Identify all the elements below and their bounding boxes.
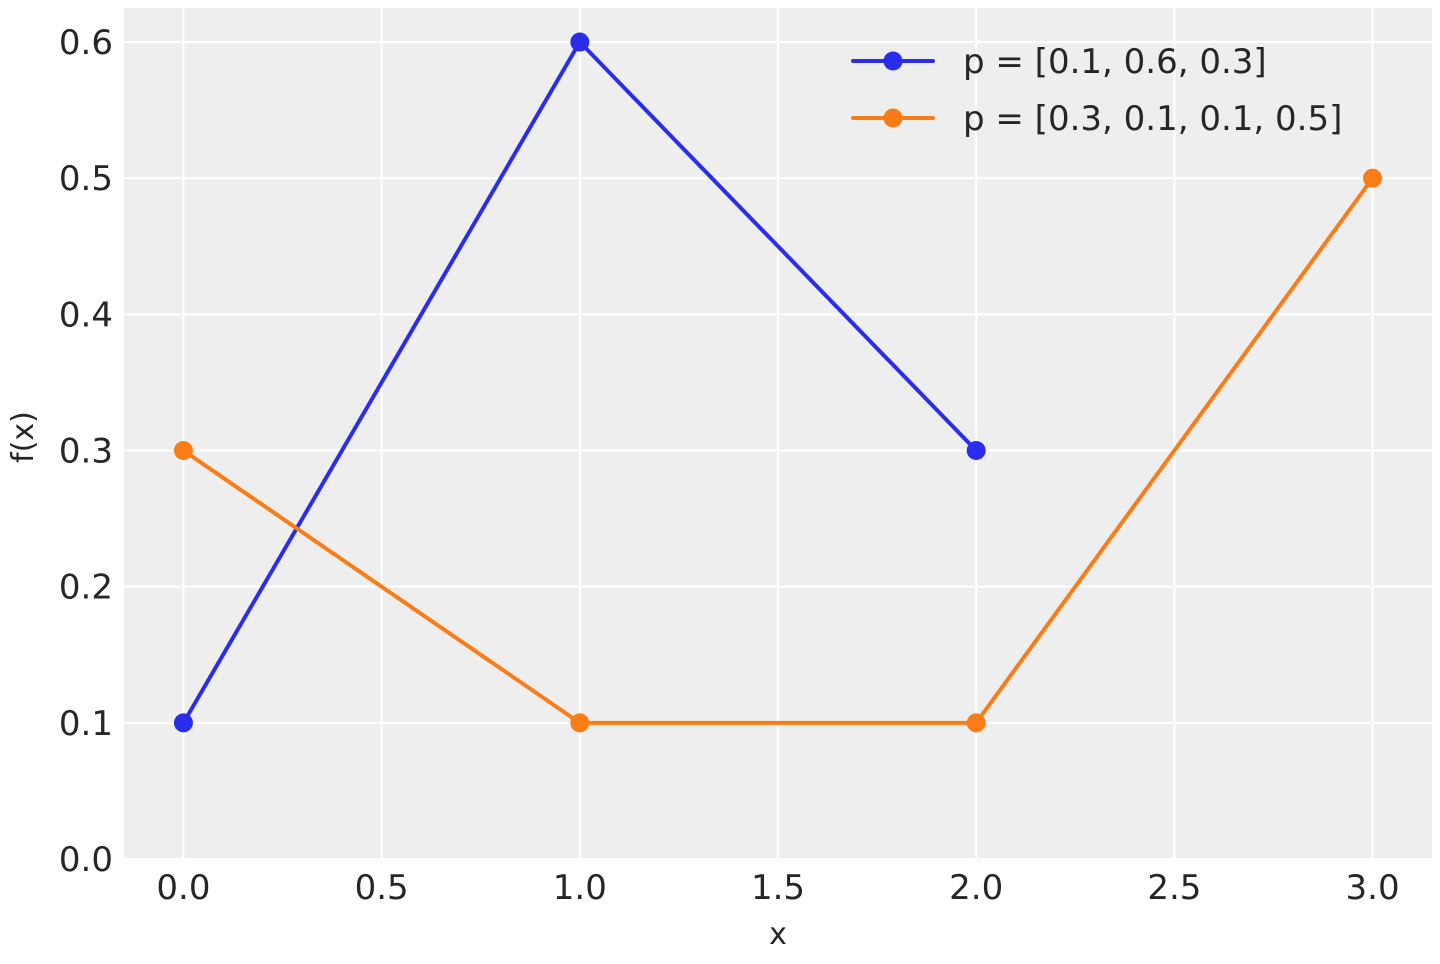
data-point [570, 32, 590, 52]
x-tick-labels: 0.0 0.5 1.0 1.5 2.0 2.5 3.0 [156, 868, 1399, 908]
data-point [966, 441, 986, 461]
y-tick-label: 0.1 [59, 704, 113, 744]
y-axis-label: f(x) [6, 411, 41, 463]
series-1 [173, 32, 986, 733]
x-axis-label: x [769, 917, 787, 952]
x-tick-label: 3.0 [1346, 868, 1400, 908]
data-point [966, 713, 986, 733]
x-tick-label: 0.0 [156, 868, 210, 908]
grid [124, 8, 1432, 860]
y-tick-label: 0.4 [59, 295, 113, 335]
series-line [182, 177, 1375, 725]
data-point [1363, 168, 1383, 188]
y-tick-labels: 0.0 0.1 0.2 0.3 0.4 0.5 0.6 [59, 23, 113, 880]
legend-item: p = [0.3, 0.1, 0.1, 0.5] [851, 99, 1342, 139]
x-tick-label: 0.5 [355, 868, 409, 908]
y-tick-label: 0.3 [59, 432, 113, 472]
data-point [570, 713, 590, 733]
data-point [173, 441, 193, 461]
x-tick-label: 1.5 [751, 868, 805, 908]
legend-marker [883, 51, 903, 71]
legend-marker [883, 108, 903, 128]
legend: p = [0.1, 0.6, 0.3] p = [0.3, 0.1, 0.1, 0… [851, 42, 1342, 139]
x-tick-label: 2.5 [1147, 868, 1201, 908]
legend-item: p = [0.1, 0.6, 0.3] [851, 42, 1267, 82]
y-tick-label: 0.2 [59, 568, 113, 608]
legend-label: p = [0.1, 0.6, 0.3] [963, 42, 1267, 82]
legend-label: p = [0.3, 0.1, 0.1, 0.5] [963, 99, 1342, 139]
series-group [173, 32, 1383, 733]
y-tick-label: 0.0 [59, 840, 113, 880]
x-tick-label: 2.0 [949, 868, 1003, 908]
y-tick-label: 0.6 [59, 23, 113, 63]
series-2 [173, 168, 1383, 733]
data-point [173, 713, 193, 733]
y-tick-label: 0.5 [59, 159, 113, 199]
x-tick-label: 1.0 [553, 868, 607, 908]
